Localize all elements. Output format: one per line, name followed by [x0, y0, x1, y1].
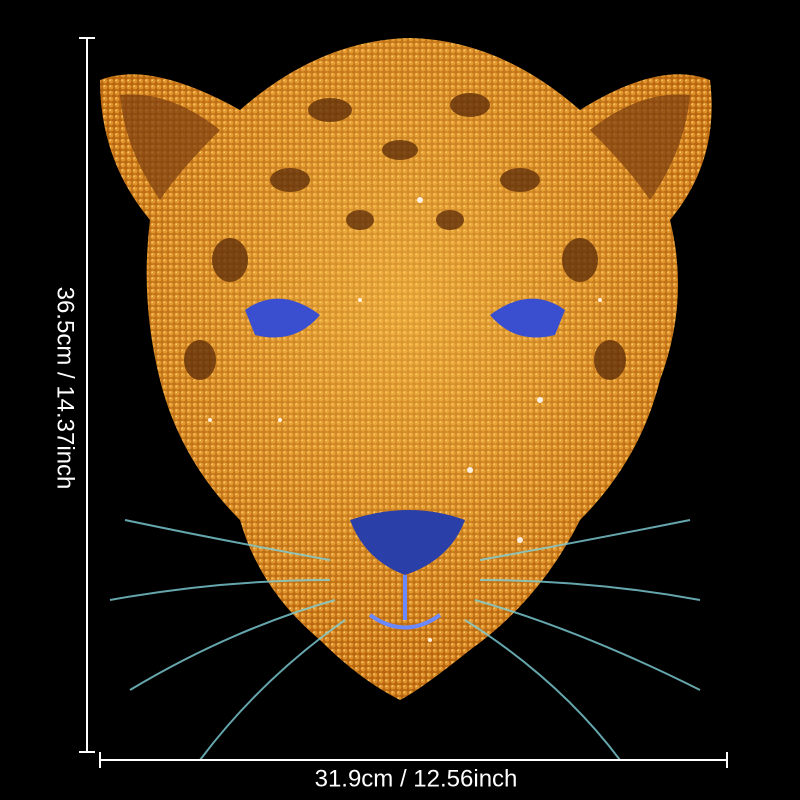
dimension-lines [79, 37, 728, 768]
height-label: 36.5cm / 14.37inch [52, 287, 79, 490]
width-label: 31.9cm / 12.56inch [315, 765, 518, 792]
leopard-head [100, 38, 712, 761]
